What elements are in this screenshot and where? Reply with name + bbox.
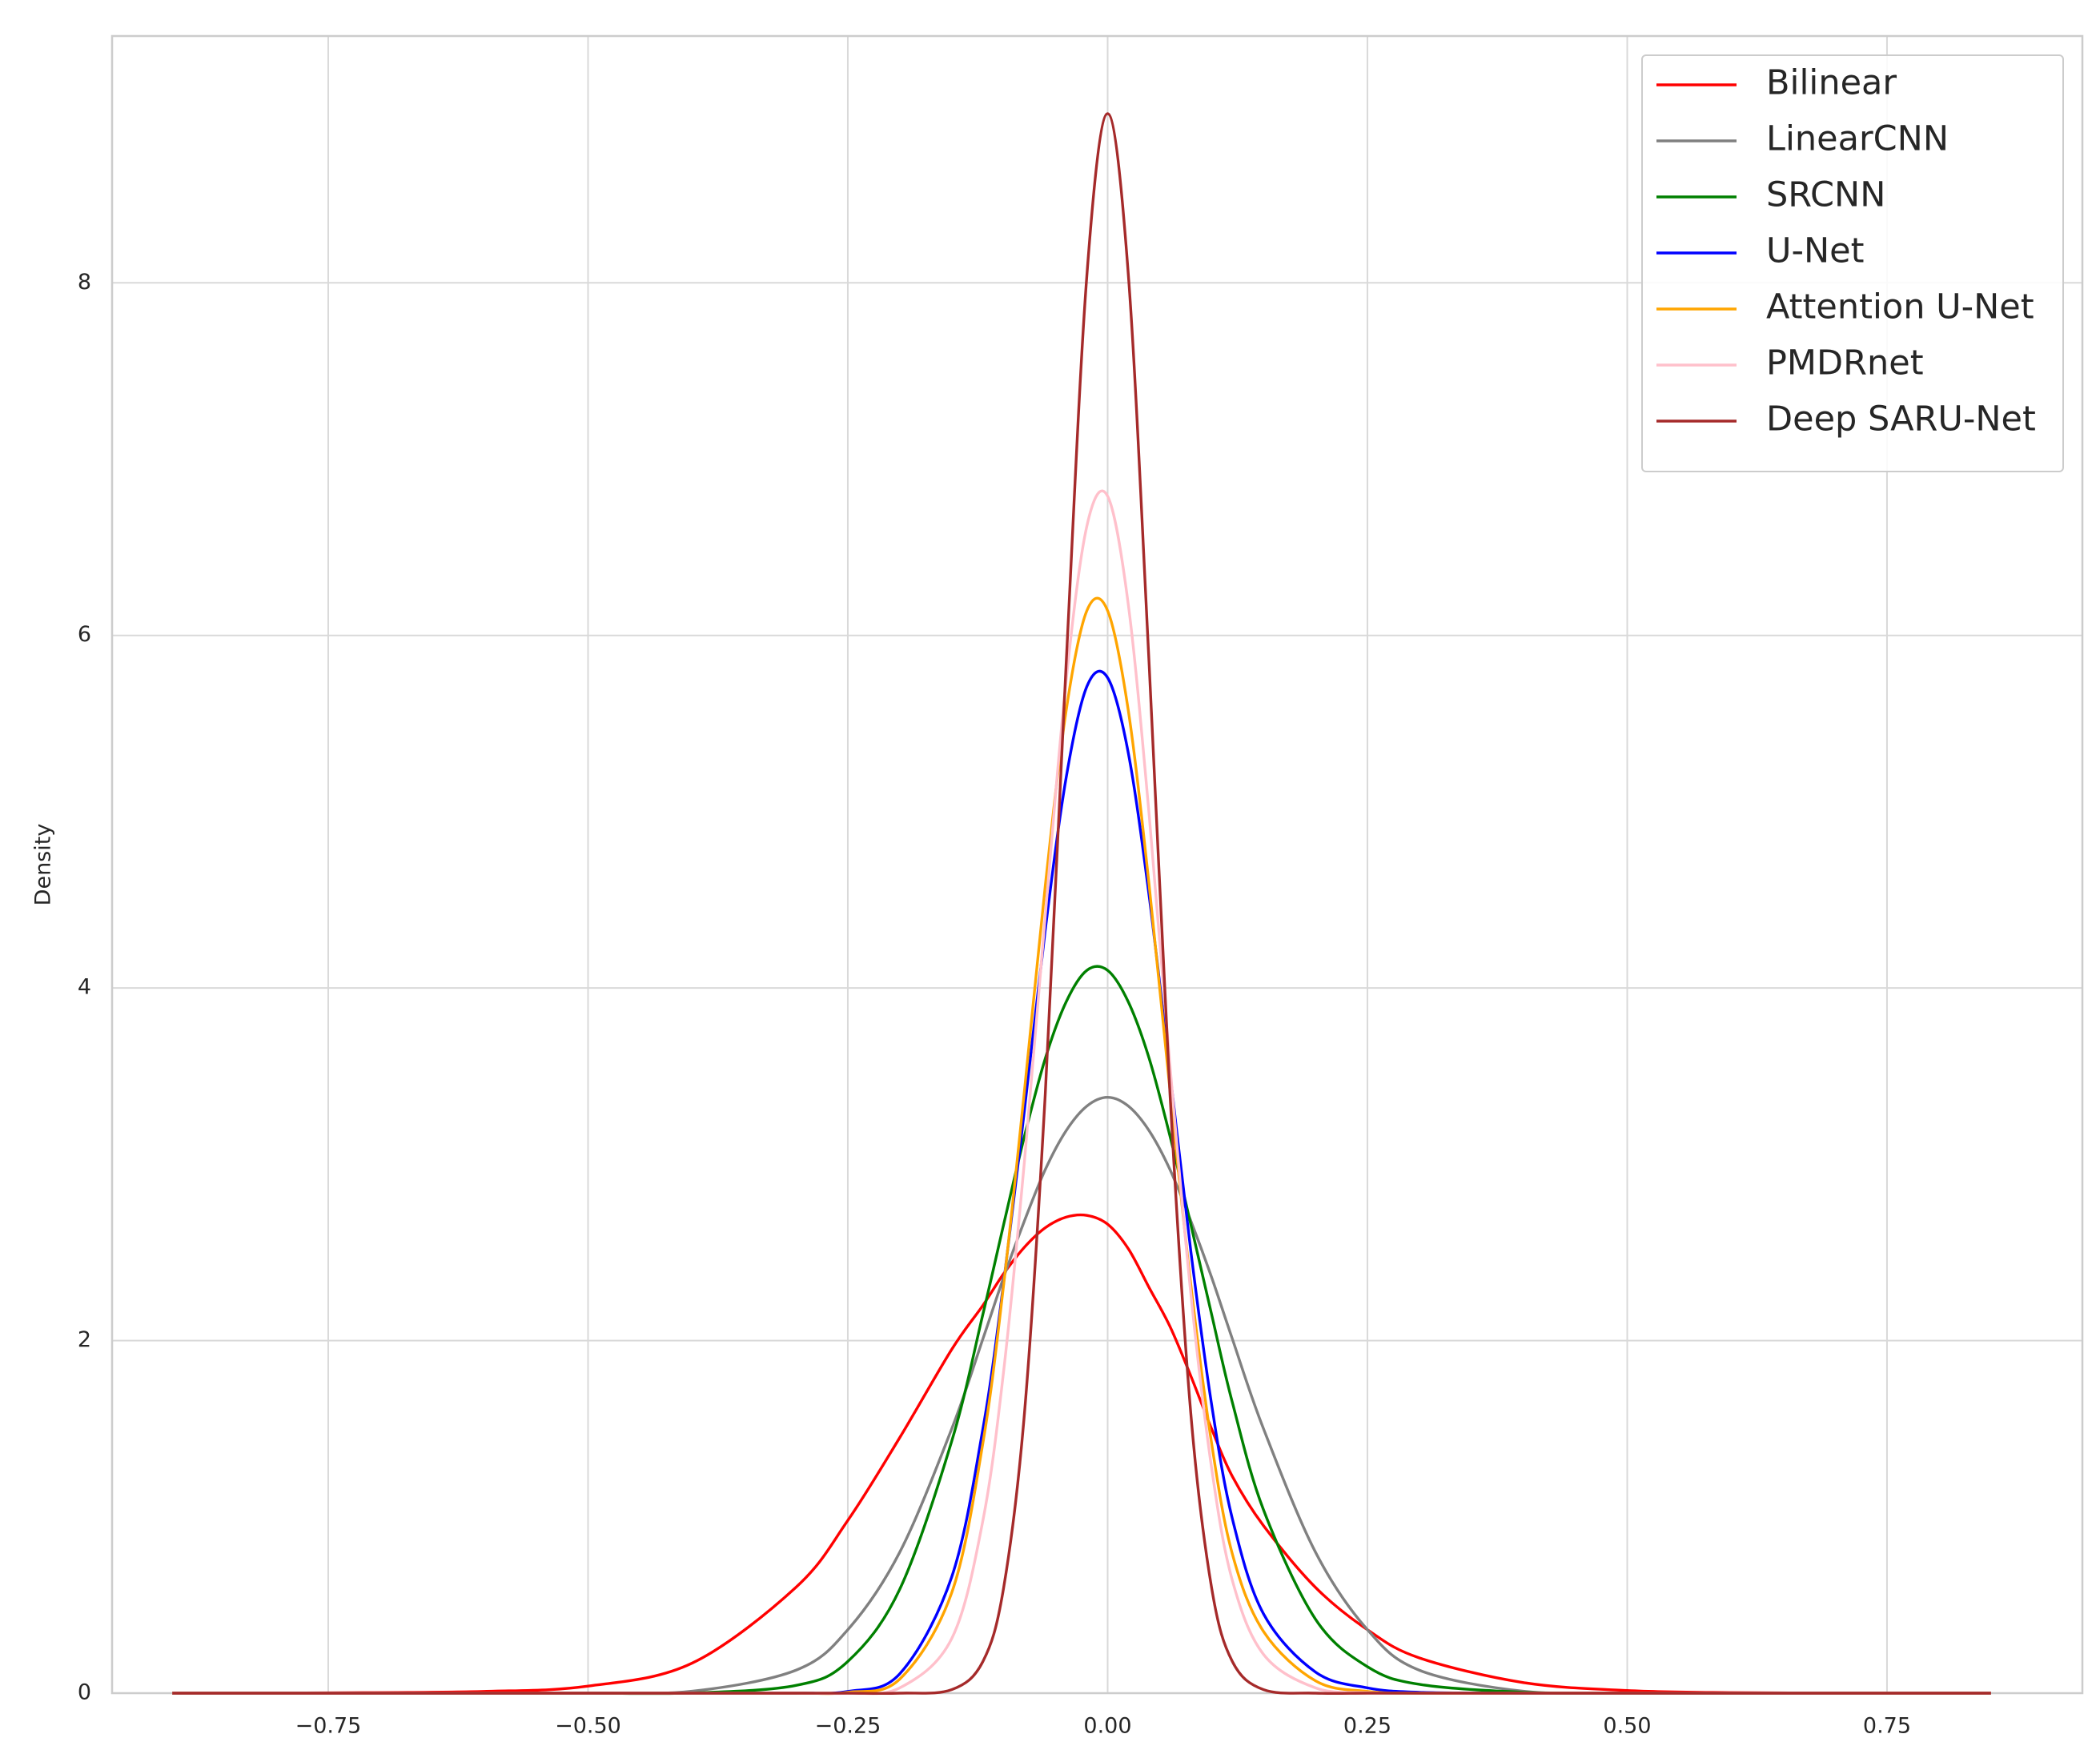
legend-label: Attention U-Net <box>1766 287 2034 327</box>
x-tick-label: 0.50 <box>1603 1714 1651 1739</box>
y-axis-label: Density <box>31 824 56 906</box>
y-tick-label: 2 <box>78 1327 91 1352</box>
x-tick-label: −0.75 <box>295 1714 362 1739</box>
y-tick-label: 6 <box>78 622 91 647</box>
legend-box <box>1641 54 2064 472</box>
plot-frame <box>110 34 2084 1695</box>
line <box>172 1213 1991 1695</box>
legend-label: SRCNN <box>1766 175 1885 215</box>
legend-label: Bilinear <box>1766 63 1897 103</box>
y-tick-label: 8 <box>78 270 91 295</box>
line <box>172 489 1991 1696</box>
y-tick-label: 4 <box>78 975 91 1000</box>
line <box>172 965 1991 1696</box>
legend-label: PMDRnet <box>1766 343 1924 383</box>
x-tick-label: 0.75 <box>1863 1714 1911 1739</box>
line <box>172 596 1991 1696</box>
legend-label: U-Net <box>1766 231 1864 271</box>
x-tick-label: −0.25 <box>815 1714 881 1739</box>
y-tick-label: 0 <box>78 1680 91 1705</box>
x-tick-label: −0.50 <box>555 1714 621 1739</box>
x-tick-label: 0.25 <box>1343 1714 1391 1739</box>
line <box>172 112 1991 1696</box>
legend-label: Deep SARU-Net <box>1766 399 2036 440</box>
x-tick-label: 0.00 <box>1083 1714 1131 1739</box>
line <box>172 669 1991 1695</box>
legend-label: LinearCNN <box>1766 119 1949 159</box>
line <box>172 1095 1991 1696</box>
